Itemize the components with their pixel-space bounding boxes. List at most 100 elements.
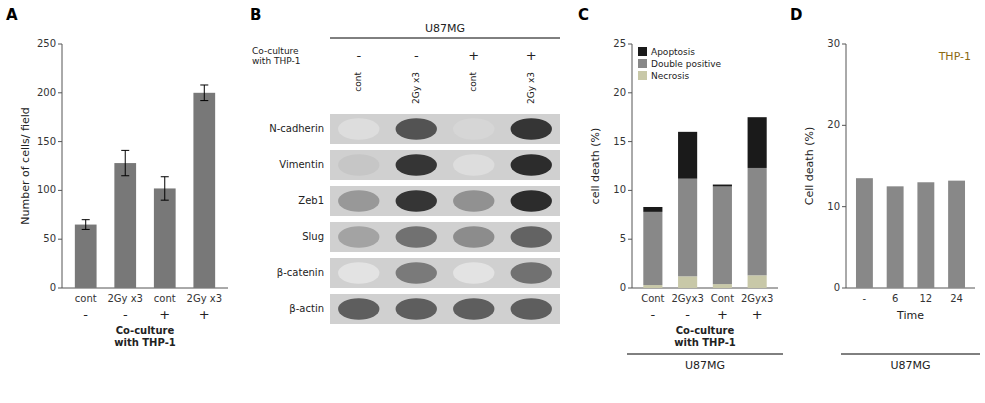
x-tick-label: 2Gyx3 [671, 293, 703, 304]
row-label: β-actin [289, 303, 324, 314]
band [396, 190, 437, 212]
band [511, 118, 552, 140]
y-tick [842, 125, 846, 126]
bar-segment [643, 212, 662, 285]
panel-letter: C [578, 6, 589, 24]
band [511, 262, 552, 284]
group-title: Co-culturewith THP-1 [114, 325, 176, 348]
group-label: + [752, 307, 763, 322]
bar [887, 186, 904, 288]
legend-swatch [638, 71, 647, 80]
y-axis-label: Cell death (%) [803, 127, 816, 205]
x-tick-label: cont [154, 293, 176, 304]
error-cap [200, 100, 208, 101]
figure: A050100150200250Number of cells/ fieldco… [0, 0, 985, 403]
bar-segment [643, 285, 662, 288]
group-label: - [356, 48, 361, 63]
x-tick-label: 6 [892, 293, 898, 304]
bar-segment [713, 186, 732, 284]
x-tick-label: 2Gy x3 [107, 293, 143, 304]
panel-letter: D [790, 6, 802, 24]
error-bar [161, 177, 169, 200]
annotation: THP-1 [938, 50, 971, 63]
panel-2: C0510152025cell death (%)Cont2Gyx3Cont2G… [578, 6, 783, 372]
y-tick-label: 30 [827, 38, 840, 49]
y-tick-label: 25 [613, 38, 626, 49]
y-tick-label: 250 [37, 38, 56, 49]
text-line: with THP-1 [252, 56, 300, 66]
text-line: with THP-1 [674, 337, 736, 348]
x-tick-label: - [863, 293, 867, 304]
x-tick-label: 2Gyx3 [741, 293, 773, 304]
panel-1: BU87MGCo-culturewith THP-1--++cont2Gy x3… [250, 6, 560, 324]
y-tick [628, 239, 632, 240]
group-label: - [651, 307, 656, 322]
band [338, 154, 379, 176]
legend-label: Necrosis [651, 71, 689, 81]
x-tick-label: 24 [950, 293, 963, 304]
y-tick-label: 10 [613, 184, 626, 195]
group-label: - [685, 307, 690, 322]
y-tick [58, 141, 62, 142]
error-cap [82, 219, 90, 220]
blot-background [330, 258, 560, 288]
group-label: - [83, 307, 88, 322]
text-line: Co-culture [676, 325, 735, 336]
blot-row [330, 114, 560, 144]
error-cap [161, 200, 169, 201]
y-tick [58, 288, 62, 289]
legend-swatch [638, 59, 647, 68]
panel-3: D0102030Cell death (%)-61224TimeU87MGTHP… [790, 6, 980, 372]
y-tick-label: 5 [620, 233, 626, 244]
bar-segment [748, 168, 767, 275]
bar-segment [713, 284, 732, 288]
bar [114, 163, 136, 288]
bar [856, 178, 873, 288]
text-line: Co-culture [116, 325, 175, 336]
y-tick-label: 20 [613, 87, 626, 98]
band [453, 262, 494, 284]
error-cap [121, 175, 129, 176]
y-tick-label: 0 [50, 282, 56, 293]
blot-row [330, 150, 560, 180]
y-tick-label: 50 [43, 233, 56, 244]
y-tick [58, 239, 62, 240]
text-line: Co-culture [252, 46, 299, 56]
error-line [204, 85, 205, 101]
blot-row [330, 186, 560, 216]
blot-background [330, 186, 560, 216]
y-tick [628, 92, 632, 93]
error-cap [82, 229, 90, 230]
bar [154, 188, 176, 288]
y-tick [842, 44, 846, 45]
y-tick [58, 44, 62, 45]
error-line [164, 177, 165, 200]
panel-letter: A [6, 6, 18, 24]
y-tick [628, 288, 632, 289]
band [453, 154, 494, 176]
band [453, 118, 494, 140]
y-tick-label: 10 [827, 201, 840, 212]
x-tick-label: 12 [919, 293, 932, 304]
legend-swatch [638, 47, 647, 56]
lane-label: 2Gy x3 [526, 72, 536, 104]
panel-0: A050100150200250Number of cells/ fieldco… [6, 6, 228, 348]
bar-segment [678, 179, 697, 277]
y-tick [628, 141, 632, 142]
band [338, 226, 379, 248]
band [338, 298, 379, 320]
bar [948, 181, 965, 288]
band [511, 154, 552, 176]
y-tick [842, 206, 846, 207]
bar-segment [678, 132, 697, 179]
x-tick-label: cont [75, 293, 97, 304]
group-label: + [468, 48, 479, 63]
group-label: - [123, 307, 128, 322]
y-tick [842, 288, 846, 289]
y-tick-label: 150 [37, 136, 56, 147]
lane-label: cont [468, 72, 478, 92]
row-label: β-catenin [277, 267, 324, 278]
group-label: + [199, 307, 210, 322]
band [453, 190, 494, 212]
error-line [85, 220, 86, 230]
